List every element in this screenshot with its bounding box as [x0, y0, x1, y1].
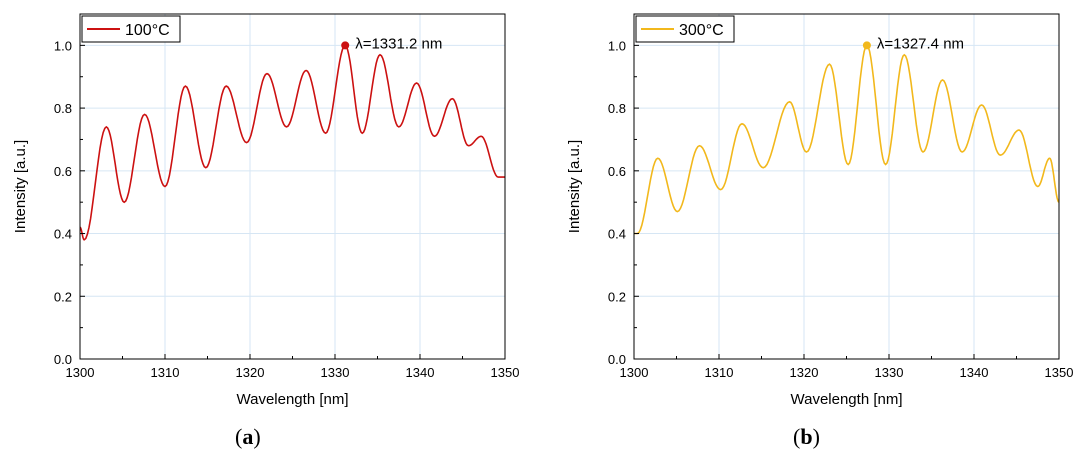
- panel-caption-a: (a): [235, 424, 261, 449]
- y-tick-label: 0.2: [54, 289, 72, 304]
- peak-label: λ=1327.4 nm: [877, 35, 964, 52]
- x-tick-label: 1330: [875, 365, 904, 380]
- x-tick-label: 1300: [66, 365, 95, 380]
- y-tick-label: 0.8: [54, 101, 72, 116]
- y-tick-label: 0.6: [608, 164, 626, 179]
- y-tick-label: 0.8: [608, 101, 626, 116]
- x-tick-label: 1320: [236, 365, 265, 380]
- y-axis-label: Intensity [a.u.]: [566, 140, 583, 233]
- peak-marker: [341, 41, 350, 50]
- x-tick-label: 1340: [406, 365, 435, 380]
- panel-letter-a: a: [242, 424, 254, 449]
- x-tick-label: 1320: [790, 365, 819, 380]
- chart-panel-a: 1300 1310 1320 1330 1340 1350 0.0 0.2 0.4 0.6 0.8 1…: [0, 0, 520, 425]
- chart-panel-b: 1300 1310 1320 1330 1340 1350 0.0 0.2 0.4 0.6 0.8 1…: [554, 0, 1074, 425]
- y-tick-label: 0.6: [54, 164, 72, 179]
- y-tick-label: 1.0: [54, 38, 72, 53]
- y-tick-label: 1.0: [608, 38, 626, 53]
- plot-frame: [633, 13, 1060, 360]
- plot-frame: [79, 13, 506, 360]
- x-tick-label: 1350: [1045, 365, 1074, 380]
- series-line: [79, 44, 505, 241]
- panel-caption-b: (b): [793, 424, 820, 449]
- y-tick-label: 0.0: [608, 352, 626, 367]
- series-line: [634, 44, 1060, 235]
- peak-marker: [862, 41, 871, 50]
- x-tick-label: 1350: [491, 365, 520, 380]
- panel-letter-b: b: [800, 424, 813, 449]
- y-tick-label: 0.0: [54, 352, 72, 367]
- legend-label: 100°C: [125, 22, 170, 39]
- x-axis-label: Wavelength [nm]: [237, 391, 349, 408]
- x-tick-label: 1310: [151, 365, 180, 380]
- x-tick-label: 1340: [960, 365, 989, 380]
- y-tick-label: 0.2: [608, 289, 626, 304]
- legend-label: 300°C: [679, 22, 724, 39]
- y-axis-label: Intensity [a.u.]: [12, 140, 29, 233]
- x-tick-label: 1330: [321, 365, 350, 380]
- chart-a: 1300 1310 1320 1330 1340 1350 0.0 0.2 0.4 0.6 0.8 1…: [12, 13, 520, 408]
- x-tick-label: 1310: [705, 365, 734, 380]
- peak-label: λ=1331.2 nm: [355, 35, 442, 52]
- x-axis-label: Wavelength [nm]: [791, 391, 903, 408]
- x-tick-label: 1300: [620, 365, 649, 380]
- y-tick-label: 0.4: [54, 227, 72, 242]
- chart-b: 1300 1310 1320 1330 1340 1350 0.0 0.2 0.4 0.6 0.8 1…: [566, 13, 1074, 408]
- y-tick-label: 0.4: [608, 227, 626, 242]
